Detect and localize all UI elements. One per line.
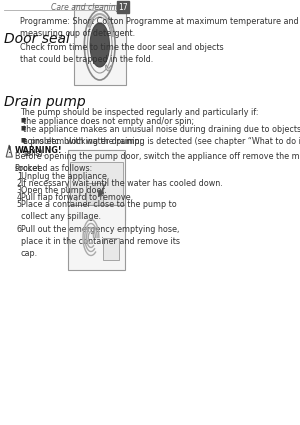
- Text: Programme: Short Cotton Programme at maximum temperature and add approx. 1/4
mea: Programme: Short Cotton Programme at max…: [20, 17, 300, 38]
- Circle shape: [90, 23, 110, 67]
- Text: Pull flap forward to remove.: Pull flap forward to remove.: [21, 193, 133, 202]
- Text: Proceed as follows:: Proceed as follows:: [15, 164, 92, 173]
- Text: Place a container close to the pump to
collect any spillage.: Place a container close to the pump to c…: [21, 200, 176, 221]
- Text: 1.: 1.: [17, 172, 24, 181]
- Text: Drain pump: Drain pump: [4, 95, 86, 109]
- Text: 3.: 3.: [17, 186, 24, 195]
- Text: ■: ■: [20, 125, 26, 130]
- Text: the appliance does not empty and/or spin;: the appliance does not empty and/or spin…: [23, 117, 194, 126]
- Text: If necessary wait until the water has cooled down.: If necessary wait until the water has co…: [21, 179, 222, 188]
- Text: Check from time to time the door seal and objects
that could be trapped in the f: Check from time to time the door seal an…: [20, 43, 224, 64]
- Text: Door seal: Door seal: [4, 32, 70, 46]
- Text: the appliance makes an unusual noise during draining due to objects such as safe: the appliance makes an unusual noise dur…: [23, 125, 300, 146]
- Text: 5.: 5.: [17, 200, 24, 209]
- FancyBboxPatch shape: [70, 162, 123, 212]
- FancyBboxPatch shape: [68, 150, 125, 220]
- Text: Open the pump door.: Open the pump door.: [21, 186, 106, 195]
- Text: WARNING!: WARNING!: [15, 146, 63, 155]
- Text: 2.: 2.: [17, 179, 24, 188]
- Text: Before opening the pump door, switch the appliance off remove the mains plug fro: Before opening the pump door, switch the…: [15, 152, 300, 173]
- FancyBboxPatch shape: [103, 238, 118, 260]
- Text: a problem with water draining is detected (see chapter “What to do if...” for mo: a problem with water draining is detecte…: [23, 137, 300, 158]
- Text: 17: 17: [118, 3, 128, 11]
- Text: ■: ■: [20, 117, 26, 122]
- Polygon shape: [6, 145, 12, 157]
- FancyBboxPatch shape: [86, 183, 103, 208]
- Text: The pump should be inspected regularly and particularly if:: The pump should be inspected regularly a…: [20, 108, 258, 117]
- Text: 6.: 6.: [17, 225, 24, 234]
- Text: ■: ■: [20, 137, 26, 142]
- Text: Unplug the appliance.: Unplug the appliance.: [21, 172, 109, 181]
- Text: Pull out the emergency emptying hose,
place it in the container and remove its
c: Pull out the emergency emptying hose, pl…: [21, 225, 180, 258]
- FancyBboxPatch shape: [74, 5, 126, 85]
- FancyBboxPatch shape: [68, 205, 125, 270]
- Wedge shape: [105, 65, 112, 71]
- Text: Care and cleaning: Care and cleaning: [51, 3, 120, 11]
- Text: !: !: [8, 146, 11, 155]
- Text: 4.: 4.: [17, 193, 24, 202]
